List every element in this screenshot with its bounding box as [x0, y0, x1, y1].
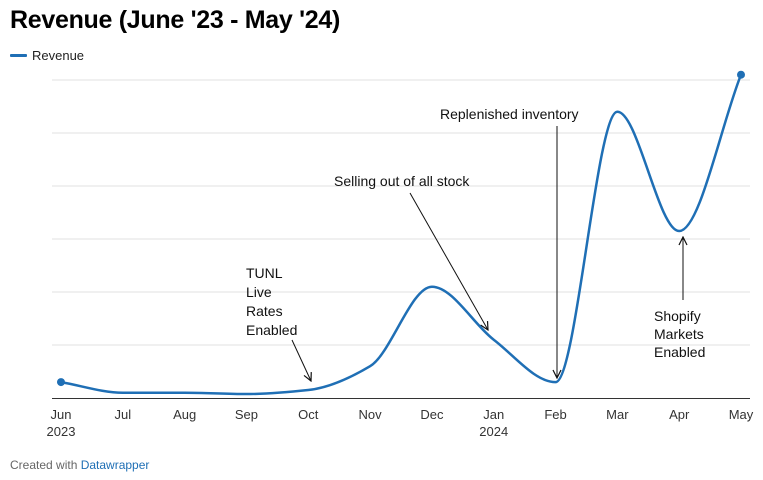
annotation: Selling out of all stock: [334, 173, 488, 330]
x-axis: Jun 2023 Jul Aug Sep Oct Nov Dec Jan 2024 Feb Mar Ap…: [47, 398, 754, 439]
x-tick-label: Feb: [544, 407, 566, 422]
annotation: TUNL Live Rates Enabled: [246, 265, 311, 381]
annotation-text: Replenished inventory: [440, 106, 579, 122]
x-tick-year-label: 2023: [47, 424, 76, 439]
annotation-text: Shopify Markets Enabled: [654, 308, 705, 360]
footer-prefix: Created with: [10, 458, 81, 472]
x-tick-label: Sep: [235, 407, 258, 422]
x-tick-label: Jan: [483, 407, 504, 422]
revenue-line: [59, 73, 743, 396]
annotation-text: TUNL Live Rates Enabled: [246, 265, 297, 338]
annotation: Shopify Markets Enabled: [654, 237, 705, 360]
annotations: TUNL Live Rates Enabled Selling out of all s…: [246, 106, 705, 381]
annotation-arrow: [409, 192, 488, 330]
legend-swatch: [10, 54, 27, 57]
x-tick-label: Oct: [298, 407, 319, 422]
x-tick-label: Dec: [420, 407, 444, 422]
grid-lines: [52, 79, 750, 346]
chart-title: Revenue (June '23 - May '24): [10, 6, 341, 34]
datawrapper-link[interactable]: Datawrapper: [80, 458, 150, 472]
x-tick-label: Jul: [115, 407, 132, 422]
x-tick-label: Apr: [669, 407, 690, 422]
annotation: Replenished inventory: [440, 106, 579, 378]
series-revenue: [57, 70, 745, 396]
x-tick-label: Nov: [359, 407, 383, 422]
annotation-text: Selling out of all stock: [334, 173, 470, 189]
x-tick-label: Jun: [51, 407, 72, 422]
x-tick-label: Aug: [173, 407, 196, 422]
x-tick-year-label: 2024: [479, 424, 508, 439]
footer: Created with Datawrapper: [10, 458, 149, 472]
legend: Revenue: [10, 48, 84, 63]
start-point: [57, 378, 65, 387]
annotation-arrow: [291, 339, 311, 381]
legend-label: Revenue: [32, 48, 85, 63]
x-tick-label: May: [729, 407, 754, 422]
x-tick-label: Mar: [606, 407, 629, 422]
end-point: [737, 70, 745, 79]
